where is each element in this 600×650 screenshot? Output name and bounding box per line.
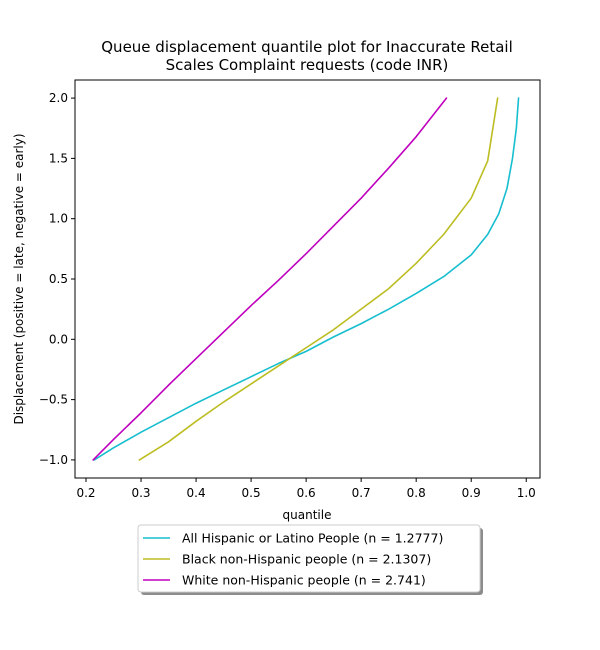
y-axis-label: Displacement (positive = late, negative …: [12, 133, 26, 424]
x-tick-label: 0.3: [131, 486, 150, 500]
x-tick-label: 0.5: [242, 486, 261, 500]
x-tick-label: 0.7: [352, 486, 371, 500]
y-tick-label: 0.0: [49, 332, 68, 346]
series-line-0: [93, 97, 520, 461]
y-axis-ticks: −1.0 −0.5 0.0 0.5 1.0 1.5 2.0: [39, 91, 75, 467]
y-tick-label: 1.0: [49, 212, 68, 226]
y-tick-label: 0.5: [49, 272, 68, 286]
chart-title-line-1: Queue displacement quantile plot for Ina…: [101, 38, 513, 56]
legend-box: [137, 524, 481, 593]
legend-label-0: All Hispanic or Latino People (n = 1.277…: [182, 531, 443, 546]
series-lines: [92, 97, 520, 461]
series-line-1: [138, 97, 499, 461]
legend: All Hispanic or Latino People (n = 1.277…: [137, 524, 483, 595]
x-axis-label: quantile: [283, 508, 332, 522]
x-tick-label: 0.4: [187, 486, 206, 500]
x-tick-label: 0.8: [407, 486, 426, 500]
x-tick-label: 1.0: [517, 486, 536, 500]
y-tick-label: 2.0: [49, 91, 68, 105]
y-tick-label: −1.0: [39, 453, 68, 467]
chart-title-line-2: Scales Complaint requests (code INR): [166, 56, 449, 74]
y-tick-label: −0.5: [39, 393, 68, 407]
x-tick-label: 0.9: [462, 486, 481, 500]
x-axis-ticks: 0.2 0.3 0.4 0.5 0.6 0.7 0.8 0.9 1.0: [76, 478, 536, 500]
series-line-2: [92, 97, 448, 461]
legend-label-1: Black non-Hispanic people (n = 2.1307): [182, 552, 431, 567]
x-tick-label: 0.6: [297, 486, 316, 500]
legend-label-2: White non-Hispanic people (n = 2.741): [182, 573, 426, 588]
x-tick-label: 0.2: [76, 486, 95, 500]
chart-title: Queue displacement quantile plot for Ina…: [101, 38, 513, 74]
y-tick-label: 1.5: [49, 151, 68, 165]
plot-area: [74, 79, 541, 479]
